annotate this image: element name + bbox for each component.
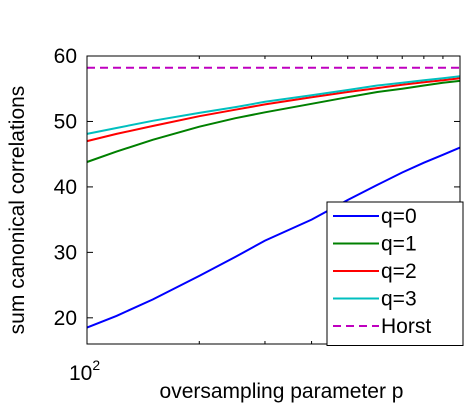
legend-label: q=2 bbox=[381, 260, 417, 283]
legend-item: Horst bbox=[333, 315, 431, 338]
y-tick-label: 20 bbox=[54, 307, 77, 330]
legend-label: q=3 bbox=[381, 288, 417, 311]
legend-item: q=2 bbox=[333, 260, 417, 283]
y-tick-label: 60 bbox=[54, 45, 77, 68]
x-axis-label: oversampling parameter p bbox=[160, 380, 404, 403]
legend: q=0 q=1 q=2 q=3 Horst bbox=[326, 201, 464, 346]
series-line-q-1 bbox=[86, 79, 461, 163]
x-tick-label: 102 bbox=[69, 357, 100, 385]
y-tick-label: 50 bbox=[54, 110, 77, 133]
y-axis-label: sum canonical correlations bbox=[6, 86, 29, 335]
legend-label: q=0 bbox=[381, 205, 417, 228]
plot-frame bbox=[86, 55, 461, 345]
ticks-layer: 20 30 40 50 60 bbox=[54, 45, 460, 344]
y-tick-label: 40 bbox=[54, 176, 77, 199]
legend-item: q=1 bbox=[333, 233, 417, 256]
y-tick-label: 30 bbox=[54, 241, 77, 264]
series-line-q-3 bbox=[86, 75, 461, 135]
series-line-q-2 bbox=[86, 77, 461, 143]
legend-label: q=1 bbox=[381, 233, 417, 256]
legend-item: q=3 bbox=[333, 288, 417, 311]
x-tick-label-exponent: 2 bbox=[92, 357, 100, 373]
legend-box bbox=[326, 201, 464, 346]
series-layer bbox=[86, 66, 461, 329]
legend-label: Horst bbox=[381, 315, 431, 338]
legend-item: q=0 bbox=[333, 205, 417, 228]
x-tick-label-base: 10 bbox=[69, 362, 92, 385]
series-line-q-0 bbox=[86, 146, 461, 329]
